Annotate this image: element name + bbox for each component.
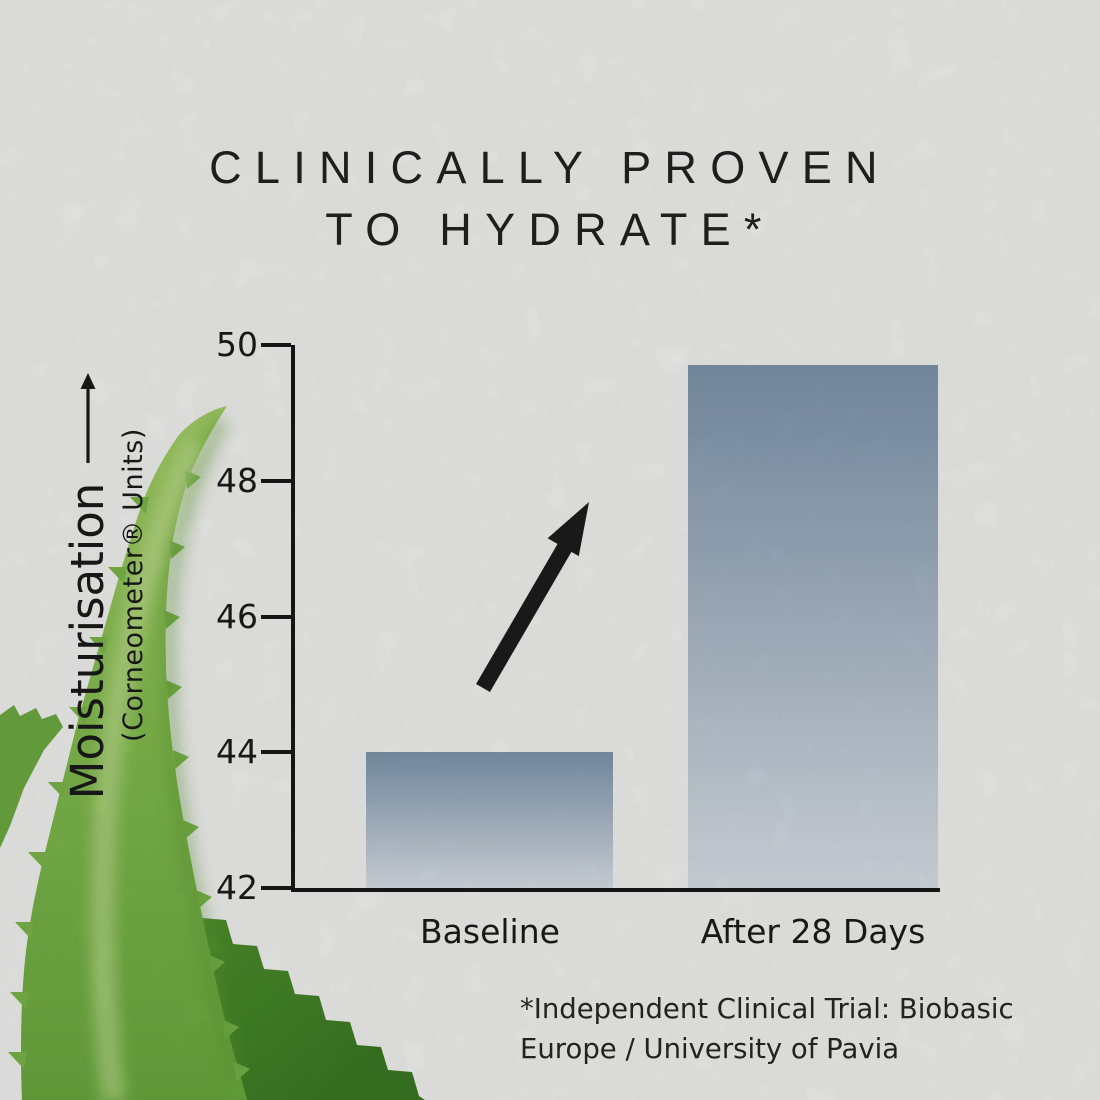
y-axis-label-units: (Corneometer® Units) [118, 428, 149, 742]
title-line-2: TO HYDRATE* [325, 204, 775, 256]
y-axis-label: Moisturisation (Corneometer® Units) [61, 355, 185, 815]
page-title: CLINICALLY PROVEN TO HYDRATE* [0, 137, 1100, 261]
axis-direction-arrow-icon [80, 372, 95, 463]
footnote-line-1: *Independent Clinical Trial: Biobasic [520, 993, 1014, 1025]
x-label-after-28-days: After 28 Days [700, 912, 926, 951]
y-axis-label-main: Moisturisation [61, 355, 114, 815]
title-line-1: CLINICALLY PROVEN [209, 142, 891, 193]
footnote-line-2: Europe / University of Pavia [520, 1032, 900, 1065]
y-axis-label-text: Moisturisation [61, 482, 114, 800]
x-label-baseline: Baseline [420, 912, 560, 951]
footnote: *Independent Clinical Trial: Biobasic Eu… [520, 990, 1014, 1070]
